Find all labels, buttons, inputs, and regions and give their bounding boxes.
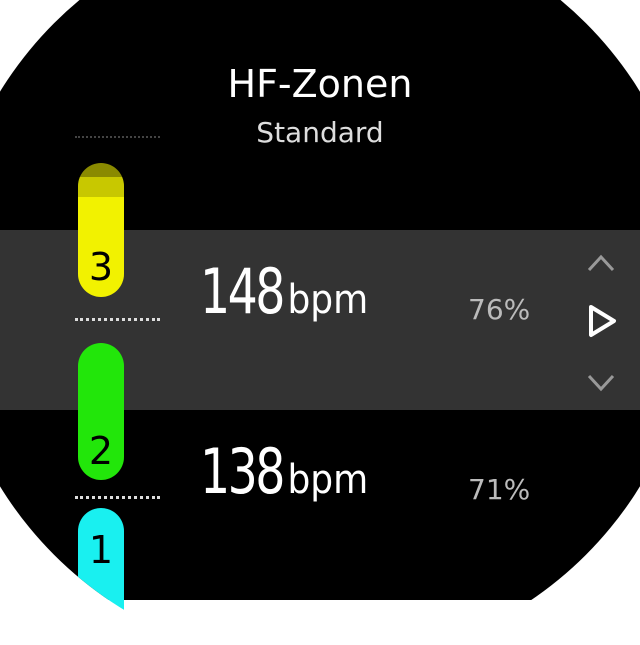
zone-divider xyxy=(75,318,160,321)
zone-percent: 76% xyxy=(468,293,531,326)
zone-bpm: 138 bpm xyxy=(200,435,368,508)
bpm-value: 148 xyxy=(200,255,285,328)
faded-divider xyxy=(75,136,160,140)
zone-percent: 71% xyxy=(468,473,531,506)
page-subtitle: Standard xyxy=(256,116,384,149)
zone-3-bar: 3 xyxy=(78,163,124,297)
bpm-unit: bpm xyxy=(287,277,369,323)
chevron-up-icon[interactable] xyxy=(584,246,618,280)
zone-divider xyxy=(75,496,160,499)
page-title: HF-Zonen xyxy=(227,62,413,106)
chevron-down-icon[interactable] xyxy=(584,366,618,400)
zone-2-bar: 2 xyxy=(78,343,124,480)
zone-number: 1 xyxy=(88,528,114,572)
bpm-unit: bpm xyxy=(287,457,369,503)
play-icon[interactable] xyxy=(584,304,618,338)
bpm-value: 138 xyxy=(200,435,285,508)
zone-1-bar: 1 xyxy=(78,508,124,645)
zone-number: 3 xyxy=(88,245,114,289)
zone-bpm: 148 bpm xyxy=(200,255,368,328)
zone-number: 2 xyxy=(88,429,114,473)
